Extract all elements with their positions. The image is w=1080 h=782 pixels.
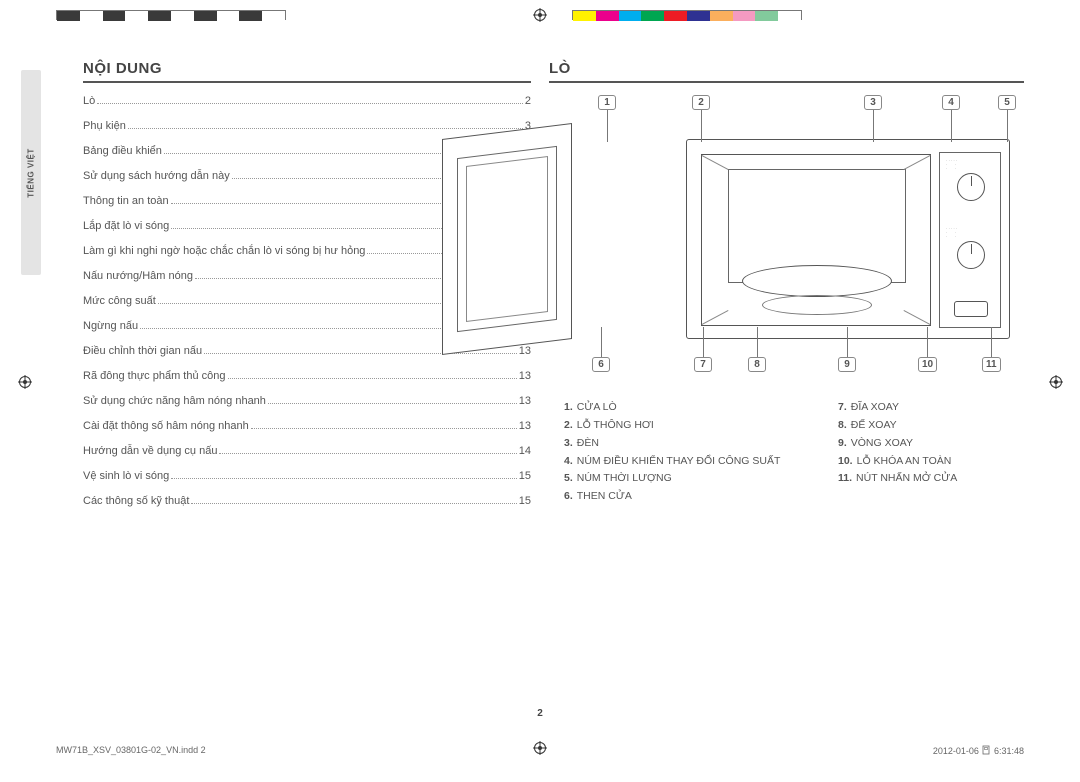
toc-label: Nấu nướng/Hâm nóng: [83, 270, 193, 282]
diagram-callout: 2: [692, 95, 710, 110]
language-tab-label: TIẾNG VIỆT: [27, 148, 36, 197]
toc-row: Sử dụng chức năng hâm nóng nhanh 13: [83, 395, 531, 407]
toc-label: Điều chỉnh thời gian nấu: [83, 345, 202, 357]
diagram-callout: 10: [918, 357, 937, 372]
parts-legend-item: 5.NÚM THỜI LƯỢNG: [564, 470, 814, 488]
toc-page: 13: [519, 370, 531, 382]
toc-page: 15: [519, 495, 531, 507]
print-colorbar-right: [572, 10, 802, 20]
leader-line: [757, 327, 758, 357]
diagram-callout: 3: [864, 95, 882, 110]
toc-label: Lò: [83, 95, 95, 107]
leader-line: [873, 110, 874, 142]
leader-line: [607, 110, 608, 142]
oven-diagram: 12345 67891011 · · · · ··: [549, 95, 1024, 385]
toc-row: Vệ sinh lò vi sóng 15: [83, 470, 531, 482]
door-open-button-icon: [954, 301, 988, 317]
registration-mark-icon: [18, 375, 32, 389]
parts-legend-item: 11.NÚT NHẤN MỞ CỬA: [838, 470, 957, 488]
toc-leader-dots: [97, 103, 523, 104]
parts-legend-item: 7.ĐĨA XOAY: [838, 399, 957, 417]
parts-legend-item: 3.ĐÈN: [564, 435, 814, 453]
toc-page: 13: [519, 420, 531, 432]
diagram-callout: 8: [748, 357, 766, 372]
registration-mark-icon: [533, 8, 547, 22]
leader-line: [991, 327, 992, 357]
diagram-callout: 1: [598, 95, 616, 110]
toc-row: Lò 2: [83, 95, 531, 107]
toc-label: Thông tin an toàn: [83, 195, 169, 207]
toc-row: Cài đặt thông số hâm nóng nhanh 13: [83, 420, 531, 432]
toc-label: Vệ sinh lò vi sóng: [83, 470, 169, 482]
control-panel: · · · · ·· ·· · · · · · ·· ·· ·: [939, 152, 1001, 328]
oven-door: [442, 123, 572, 355]
diagram-callout: 11: [982, 357, 1001, 372]
leader-line: [701, 110, 702, 142]
parts-legend-item: 10.LỖ KHÓA AN TOÀN: [838, 453, 957, 471]
toc-leader-dots: [171, 478, 517, 479]
diagram-callout: 5: [998, 95, 1016, 110]
toc-leader-dots: [251, 428, 517, 429]
page: TIẾNG VIỆT NỘI DUNG Lò2Phụ kiện3Bảng điề…: [56, 60, 1024, 520]
parts-legend: 1.CỬA LÒ2.LỖ THÔNG HƠI3.ĐÈN4.NÚM ĐIỀU KH…: [549, 399, 1024, 506]
toc-label: Mức công suất: [83, 295, 156, 307]
diagram-callout: 4: [942, 95, 960, 110]
toc-page: 15: [519, 470, 531, 482]
toc-row: Phụ kiện3: [83, 120, 531, 132]
timer-knob-icon: [957, 241, 985, 269]
toc-row: Hướng dẫn về dụng cụ nấu 14: [83, 445, 531, 457]
toc-page: 13: [519, 345, 531, 357]
leader-line: [601, 327, 602, 357]
toc-leader-dots: [268, 403, 517, 404]
toc-label: Lắp đặt lò vi sóng: [83, 220, 169, 232]
registration-mark-icon: [533, 741, 547, 755]
toc-label: Phụ kiện: [83, 120, 126, 132]
toc-row: Rã đông thực phẩm thủ công 13: [83, 370, 531, 382]
toc-label: Cài đặt thông số hâm nóng nhanh: [83, 420, 249, 432]
diagram-callout: 9: [838, 357, 856, 372]
toc-label: Ngừng nấu: [83, 320, 138, 332]
heading-oven: LÒ: [549, 60, 1024, 83]
registration-mark-icon: [1049, 375, 1063, 389]
toc-leader-dots: [219, 453, 516, 454]
toc-page: 14: [519, 445, 531, 457]
right-column: LÒ 1 2 3 4 5 6 7 8 9 10 11: [549, 60, 1024, 506]
toc-leader-dots: [204, 353, 517, 354]
page-number: 2: [537, 708, 543, 719]
heading-contents: NỘI DUNG: [83, 60, 531, 83]
toc-leader-dots: [128, 128, 523, 129]
toc-page: 13: [519, 395, 531, 407]
leader-line: [1007, 110, 1008, 142]
leader-line: [847, 327, 848, 357]
language-tab: TIẾNG VIỆT: [21, 70, 41, 275]
parts-legend-item: 6.THEN CỬA: [564, 488, 814, 506]
parts-legend-item: 4.NÚM ĐIỀU KHIỂN THAY ĐỔI CÔNG SUẤT: [564, 453, 814, 471]
leader-line: [951, 110, 952, 142]
toc-label: Làm gì khi nghi ngờ hoặc chắc chắn lò vi…: [83, 245, 365, 257]
leader-line: [703, 327, 704, 357]
parts-legend-item: 9.VÒNG XOAY: [838, 435, 957, 453]
footer-filename: MW71B_XSV_03801G-02_VN.indd 2: [56, 745, 206, 755]
toc-label: Các thông số kỹ thuật: [83, 495, 189, 507]
parts-legend-item: 8.ĐẾ XOAY: [838, 417, 957, 435]
leader-line: [927, 327, 928, 357]
footer-timestamp: 2012-01-06 6:31:48: [933, 745, 1024, 756]
parts-legend-item: 2.LỖ THÔNG HƠI: [564, 417, 814, 435]
toc-leader-dots: [191, 503, 516, 504]
toc-label: Bảng điều khiển: [83, 145, 162, 157]
toc-label: Rã đông thực phẩm thủ công: [83, 370, 226, 382]
toc-label: Sử dụng sách hướng dẫn này: [83, 170, 230, 182]
parts-legend-item: 1.CỬA LÒ: [564, 399, 814, 417]
microwave-illustration: · · · · ·· ·· · · · · · ·· ·· ·: [564, 139, 1010, 339]
toc-label: Sử dụng chức năng hâm nóng nhanh: [83, 395, 266, 407]
diagram-callout: 7: [694, 357, 712, 372]
toc-leader-dots: [228, 378, 517, 379]
power-knob-icon: [957, 173, 985, 201]
toc-page: 2: [525, 95, 531, 107]
toc-row: Các thông số kỹ thuật 15: [83, 495, 531, 507]
toc-label: Hướng dẫn về dụng cụ nấu: [83, 445, 217, 457]
print-colorbar-left: [56, 10, 286, 20]
diagram-callout: 6: [592, 357, 610, 372]
